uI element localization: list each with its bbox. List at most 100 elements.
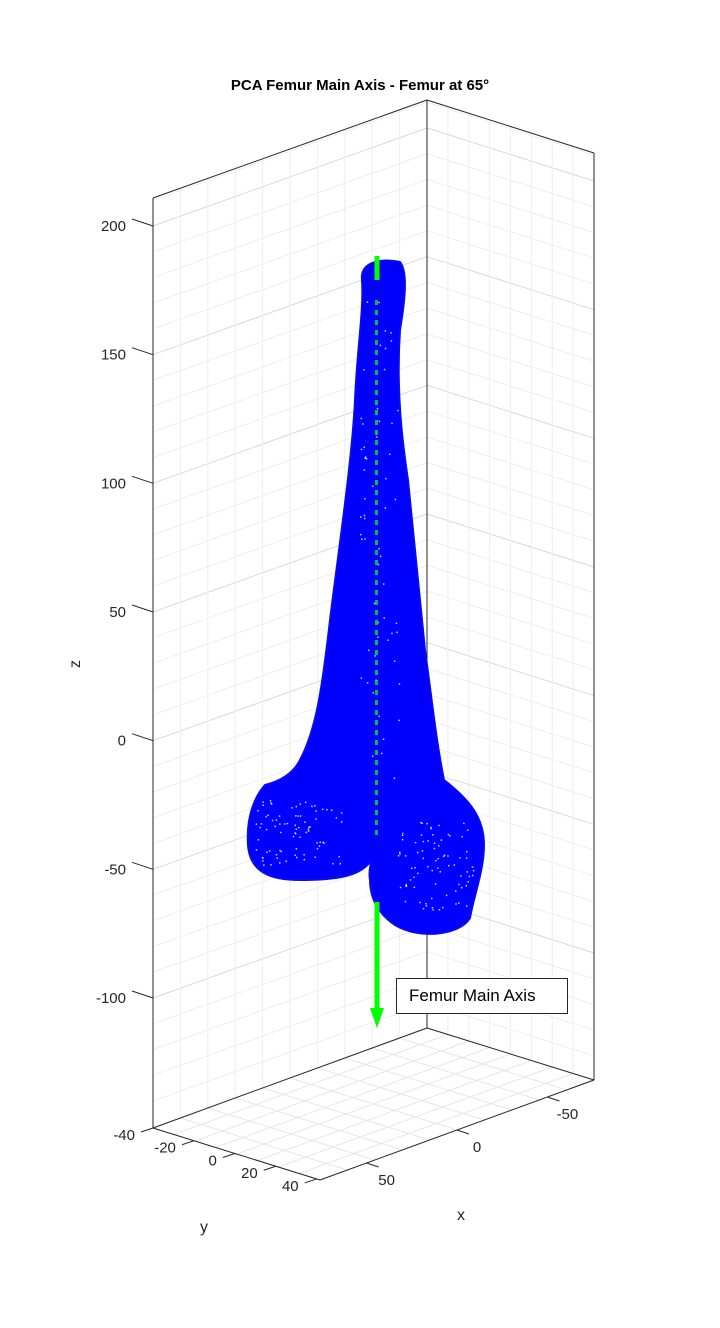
axis-arrow-visible-dash xyxy=(375,430,378,435)
axis-arrow-visible-dash xyxy=(375,410,378,415)
gridline xyxy=(298,1073,574,1174)
speckle-point xyxy=(399,853,401,855)
axis-arrow-visible-dash xyxy=(375,800,378,805)
axis-arrow-visible-dash xyxy=(375,540,378,545)
speckle-point xyxy=(308,826,310,829)
axis-arrow-visible-dash xyxy=(375,360,378,365)
speckle-point xyxy=(383,617,385,619)
speckle-point xyxy=(332,862,334,865)
speckle-point xyxy=(409,879,412,881)
speckle-point xyxy=(340,821,343,823)
speckle-point xyxy=(404,900,407,903)
speckle-point xyxy=(292,835,295,838)
speckle-point xyxy=(459,857,461,859)
axis-arrow-visible-dash xyxy=(375,530,378,535)
speckle-point xyxy=(268,850,271,852)
speckle-point xyxy=(316,842,318,844)
speckle-point xyxy=(382,583,385,585)
axis-arrow-visible-dash xyxy=(375,750,378,755)
speckle-point xyxy=(309,826,311,828)
speckle-point xyxy=(291,807,293,809)
speckle-point xyxy=(371,755,374,757)
speckle-point xyxy=(425,905,428,907)
speckle-point xyxy=(391,632,393,635)
speckle-point xyxy=(398,719,400,722)
z-tick-mark xyxy=(131,861,154,870)
speckle-point xyxy=(401,834,404,837)
speckle-point xyxy=(363,369,365,371)
legend-entry-femur-main-axis: Femur Main Axis xyxy=(409,986,536,1005)
y-tick-mark xyxy=(304,1178,317,1184)
speckle-point xyxy=(294,832,296,834)
speckle-point xyxy=(270,803,273,805)
axis-arrow-visible-dash xyxy=(375,810,378,815)
speckle-point xyxy=(267,814,269,817)
speckle-point xyxy=(379,344,382,347)
speckle-point xyxy=(326,808,328,811)
speckle-point xyxy=(363,514,366,517)
speckle-point xyxy=(405,883,408,886)
speckle-point xyxy=(279,823,281,825)
z-tick-label: 200 xyxy=(101,218,126,235)
axis-arrow-visible-dash xyxy=(375,470,378,475)
speckle-point xyxy=(365,457,368,460)
speckle-point xyxy=(439,871,442,873)
z-tick-label: 50 xyxy=(109,604,126,621)
axis-arrow-visible-dash xyxy=(375,380,378,385)
z-tick-mark xyxy=(131,475,154,484)
speckle-point xyxy=(321,808,324,811)
axis-arrow-visible-dash xyxy=(375,570,378,575)
speckle-point xyxy=(411,867,413,869)
speckle-point xyxy=(434,883,437,885)
y-tick-label: 40 xyxy=(282,1178,299,1195)
speckle-point xyxy=(383,368,386,371)
speckle-point xyxy=(421,850,424,852)
speckle-point xyxy=(366,301,369,303)
speckle-point xyxy=(339,863,342,865)
speckle-point xyxy=(263,864,265,866)
axis-arrow-visible-dash xyxy=(375,670,378,675)
axis-arrow-visible-dash xyxy=(375,580,378,585)
speckle-point xyxy=(378,547,380,550)
z-tick-mark xyxy=(131,604,154,613)
speckle-point xyxy=(471,874,474,877)
axis-arrow-visible-dash xyxy=(375,820,378,825)
axis-arrow-visible-dash xyxy=(375,390,378,395)
chart-title: PCA Femur Main Axis - Femur at 65° xyxy=(230,77,490,94)
speckle-point xyxy=(422,857,425,860)
axis-arrow-visible-dash xyxy=(375,340,378,345)
speckle-point xyxy=(431,869,433,872)
speckle-point xyxy=(255,849,258,851)
speckle-point xyxy=(265,815,267,818)
speckle-point xyxy=(285,860,287,862)
speckle-point xyxy=(395,622,398,625)
speckle-point xyxy=(384,347,387,350)
speckle-point xyxy=(397,409,399,412)
speckle-point xyxy=(262,801,264,803)
speckle-point xyxy=(257,839,260,841)
speckle-point xyxy=(295,848,298,850)
speckle-point xyxy=(315,818,317,820)
speckle-point xyxy=(366,682,369,684)
speckle-point xyxy=(382,738,385,741)
axis-edge xyxy=(152,1027,428,1129)
speckle-point xyxy=(319,841,322,844)
plot-area xyxy=(246,256,486,1028)
axis-arrow-visible-dash xyxy=(375,480,378,485)
z-tick-label: 0 xyxy=(118,733,126,750)
gridline xyxy=(278,1066,553,1168)
speckle-point xyxy=(279,849,281,852)
speckle-point xyxy=(390,332,392,334)
speckle-point xyxy=(422,840,425,843)
axis-arrow-visible-dash xyxy=(375,600,378,605)
speckle-point xyxy=(420,821,422,824)
axis-arrow-visible-dash xyxy=(375,760,378,765)
y-tick-label: 0 xyxy=(208,1152,216,1169)
speckle-point xyxy=(465,905,468,907)
speckle-point xyxy=(362,423,364,425)
speckle-point xyxy=(299,836,301,838)
speckle-point xyxy=(438,909,441,911)
axis-arrow-visible-dash xyxy=(375,700,378,705)
speckle-point xyxy=(447,833,450,836)
